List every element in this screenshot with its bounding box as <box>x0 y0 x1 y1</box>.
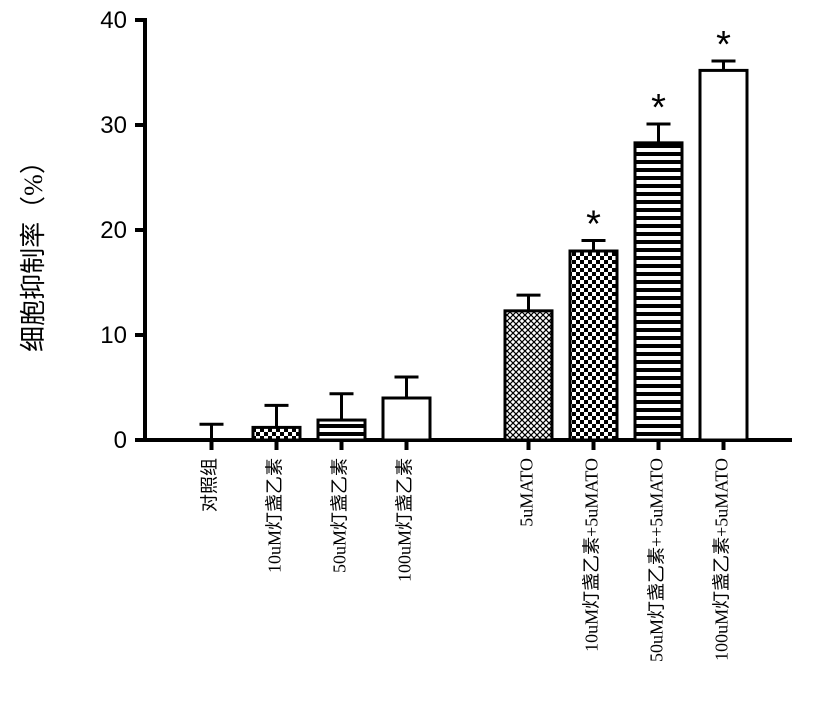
svg-text:50uM灯盏乙素++5uMATO: 50uM灯盏乙素++5uMATO <box>647 458 667 662</box>
svg-text:0: 0 <box>114 427 127 454</box>
svg-text:对照组: 对照组 <box>200 458 220 512</box>
svg-text:10: 10 <box>100 322 127 349</box>
svg-text:100uM灯盏乙素+5uMATO: 100uM灯盏乙素+5uMATO <box>712 458 732 661</box>
svg-text:10uM灯盏乙素+5uMATO: 10uM灯盏乙素+5uMATO <box>582 458 602 652</box>
svg-text:40: 40 <box>100 7 127 34</box>
svg-text:10uM灯盏乙素: 10uM灯盏乙素 <box>265 458 285 573</box>
svg-text:100uM灯盏乙素: 100uM灯盏乙素 <box>395 458 415 582</box>
chart-container: 0 10 20 30 40 细胞抑制率（%） 对照组 10uM灯盏乙素 50uM灯盏乙素 100u… <box>0 0 828 720</box>
svg-text:5uMATO: 5uMATO <box>517 458 537 527</box>
svg-text:30: 30 <box>100 112 127 139</box>
svg-text:*: * <box>716 24 731 66</box>
svg-text:20: 20 <box>100 217 127 244</box>
bar-chart-svg: 0 10 20 30 40 细胞抑制率（%） 对照组 10uM灯盏乙素 50uM灯盏乙素 100u… <box>0 0 828 720</box>
svg-text:*: * <box>586 204 601 246</box>
svg-text:细胞抑制率（%）: 细胞抑制率（%） <box>19 148 48 352</box>
svg-text:*: * <box>651 87 666 129</box>
svg-text:50uM灯盏乙素: 50uM灯盏乙素 <box>330 458 350 573</box>
